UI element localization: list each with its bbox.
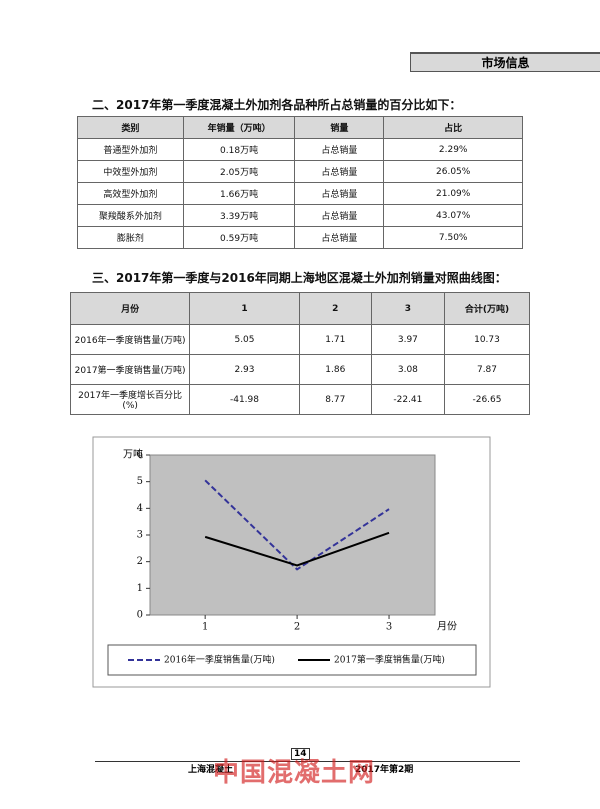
- legend-label: 2017第一季度销售量(万吨): [334, 654, 445, 666]
- series-line: [204, 479, 390, 571]
- table-row: 2017年一季度增长百分比(%) -41.98 8.77 -22.41 -26.65: [69, 384, 531, 415]
- series-line: [204, 531, 390, 567]
- table-cell: 2017年一季度增长百分比(%): [69, 384, 191, 415]
- x-tick-label: 3: [386, 622, 392, 633]
- y-tick-label: 1: [137, 583, 143, 594]
- x-tick-label: 1: [202, 622, 208, 633]
- table-cell: 合计(万吨): [443, 292, 531, 325]
- share-table: 类别 年销量（万吨） 销量 占比 普通型外加剂 0.18万吨 占总销量 2.29% 中效型外加剂…: [77, 116, 523, 249]
- table-cell: 1.86: [298, 354, 372, 385]
- table-cell: 3: [370, 292, 445, 325]
- table-cell: 8.77: [298, 384, 372, 415]
- table-row: 2016年一季度销售量(万吨) 5.05 1.71 3.97 10.73: [69, 324, 531, 355]
- table-cell: 占比: [383, 116, 523, 139]
- table-cell: 2017第一季度销售量(万吨): [69, 354, 191, 385]
- footer-rule: [95, 761, 520, 762]
- table-cell: 10.73: [443, 324, 531, 355]
- y-tick-label: 3: [137, 530, 143, 541]
- y-tick-label: 2: [137, 556, 143, 567]
- table-cell: 7.50%: [383, 226, 523, 249]
- y-tick-label: 5: [137, 476, 143, 487]
- table-cell: 月份: [69, 292, 191, 325]
- table-cell: 1: [189, 292, 300, 325]
- table-cell: -22.41: [370, 384, 445, 415]
- y-axis-label: 万吨: [123, 448, 143, 461]
- y-tick-label: 6: [137, 450, 143, 461]
- footer-right: 2017年第2期: [355, 765, 414, 775]
- x-tick-label: 2: [294, 622, 300, 633]
- table-cell: 销量: [294, 116, 385, 139]
- section-title: 三、2017年第一季度与2016年同期上海地区混凝土外加剂销量对照曲线图：: [92, 271, 507, 285]
- table-cell: 占总销量: [294, 226, 385, 249]
- section-title: 二、2017年第一季度混凝土外加剂各品种所占总销量的百分比如下：: [92, 98, 462, 112]
- footer-left: 上海混凝土: [188, 765, 234, 775]
- sales-table: 月份 1 2 3 合计(万吨) 2016年一季度销售量(万吨) 5.05 1.71 3.97 10…: [69, 292, 531, 415]
- watermark: 中国混凝土网: [213, 758, 376, 788]
- table-row: 类别 年销量（万吨） 销量 占比: [77, 116, 523, 139]
- table-cell: 0.59万吨: [182, 226, 296, 249]
- table-row: 膨胀剂 0.59万吨 占总销量 7.50%: [77, 226, 523, 249]
- table-cell: -41.98: [189, 384, 300, 415]
- page-number: 14: [291, 748, 310, 760]
- table-cell: 2016年一季度销售量(万吨): [69, 324, 191, 355]
- legend-label: 2016年一季度销售量(万吨): [164, 654, 275, 666]
- plot-area: [149, 454, 436, 616]
- y-tick-label: 0: [137, 610, 143, 621]
- table-row: 月份 1 2 3 合计(万吨): [69, 292, 531, 325]
- legend: [107, 644, 477, 676]
- table-cell: 2: [298, 292, 372, 325]
- y-tick-label: 4: [137, 503, 143, 514]
- table-cell: 3.97: [370, 324, 445, 355]
- x-axis-label: 月份: [437, 621, 457, 633]
- table-cell: -26.65: [443, 384, 531, 415]
- section-tag: 市场信息: [410, 52, 600, 72]
